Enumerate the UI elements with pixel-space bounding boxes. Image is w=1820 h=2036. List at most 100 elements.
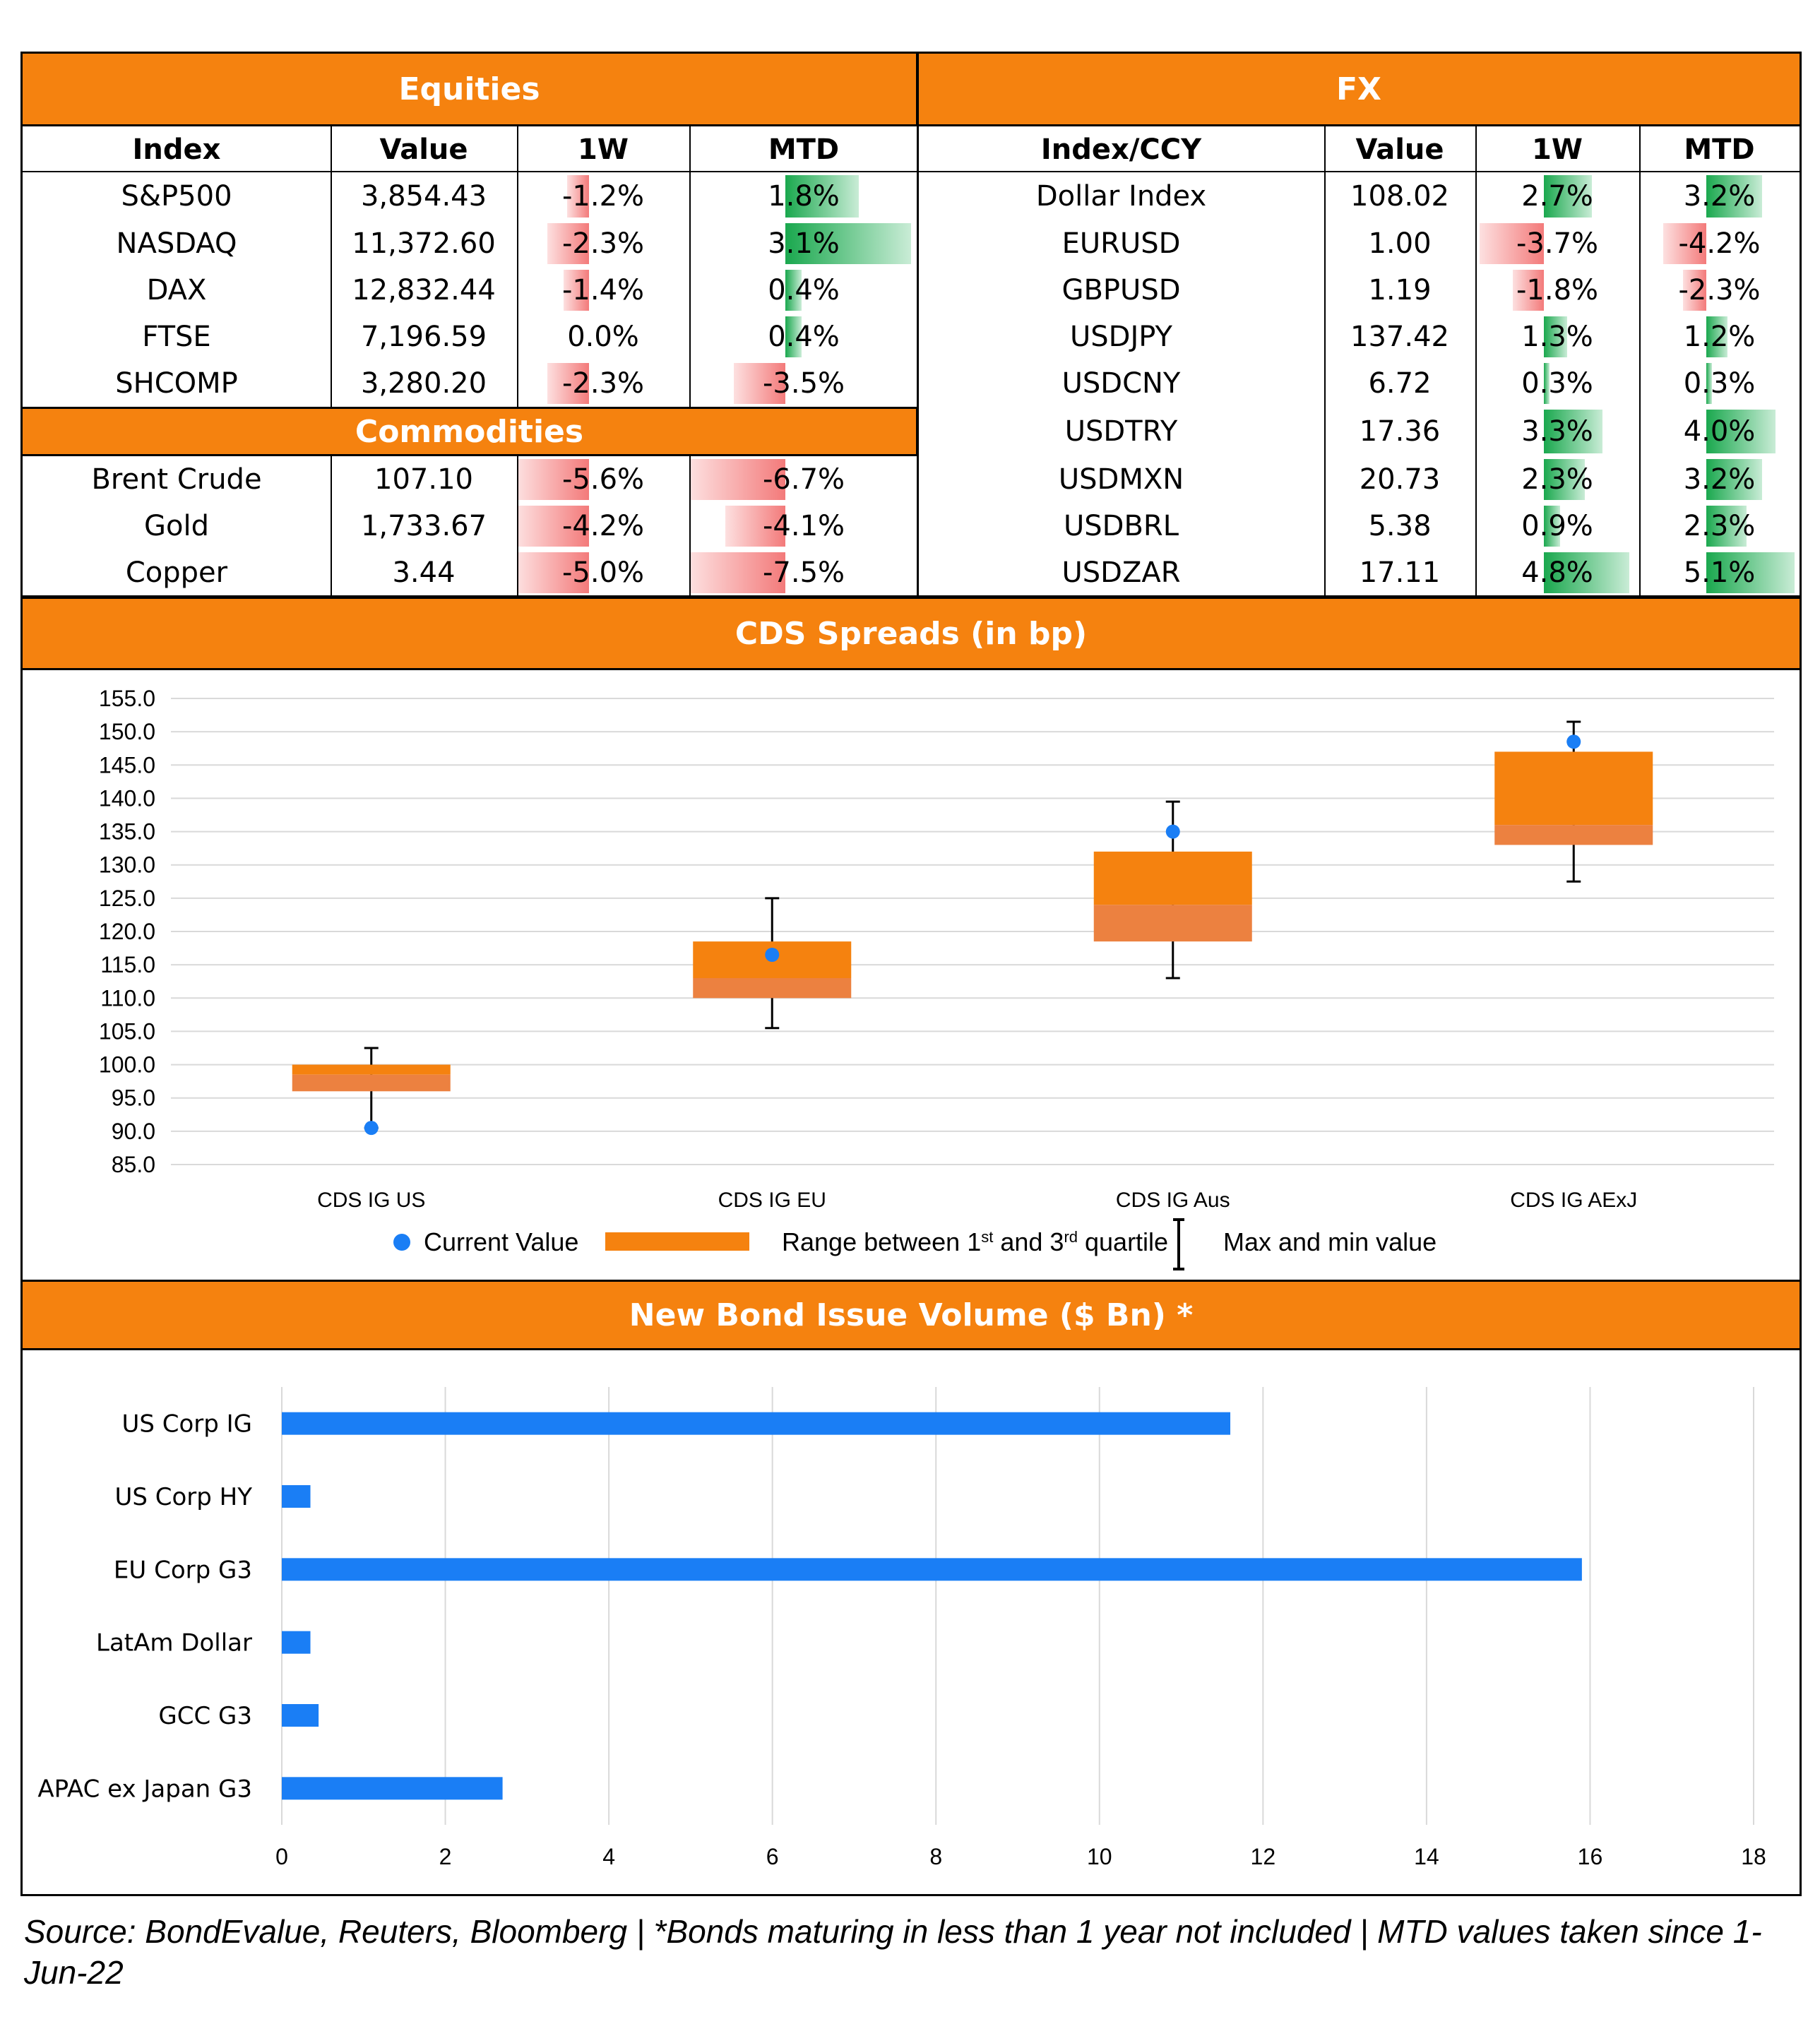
equities-col-rule-1 <box>517 126 518 595</box>
equities-row-2-w1: -1.4% <box>561 274 645 306</box>
bond-xtick-4: 8 <box>929 1844 942 1869</box>
commodities-row-0-value: 107.10 <box>374 463 473 496</box>
commodities-row-1-value: 1,733.67 <box>360 510 487 542</box>
center-rule <box>917 54 919 595</box>
fx-row-2-mtd: -2.3% <box>1678 274 1761 306</box>
cds-ytick-8: 125.0 <box>99 886 155 911</box>
market-summary-table: Equities FX Index Value 1W MTD Index/CCY Value 1… <box>20 52 1802 597</box>
fx-row-1-w1-bar <box>1480 223 1545 264</box>
bond-xtick-7: 14 <box>1414 1844 1439 1869</box>
fx-row-6-value: 20.73 <box>1359 463 1441 496</box>
equities-col-rule-2 <box>689 126 691 595</box>
cds-ytick-2: 95.0 <box>112 1085 155 1111</box>
cds-chart: 85.0 90.0 95.0 100.0 105.0 110.0 115.0 120.0 125… <box>99 686 1774 1270</box>
commodities-row-2-name: Copper <box>125 556 228 589</box>
bond-xtick-5: 10 <box>1087 1844 1112 1869</box>
legend-range-label: Range between 1st and 3rd quartile <box>782 1227 1168 1256</box>
commodities-row-1-mtd-bar <box>725 506 786 547</box>
bond-xtick-8: 16 <box>1578 1844 1603 1869</box>
fx-row-7-mtd: 2.3% <box>1683 510 1756 542</box>
equities-row-2-name: DAX <box>146 274 207 306</box>
cds-ytick-14: 155.0 <box>99 686 155 711</box>
equities-col-rule-0 <box>331 126 332 595</box>
cds-category-1: CDS IG EU <box>718 1189 826 1212</box>
bond-chart: 0 2 4 6 8 10 12 14 16 18 US Corp IG US Corp HY EU Co… <box>37 1387 1766 1869</box>
equities-row-3-name: FTSE <box>142 321 211 353</box>
legend-current-marker <box>393 1234 410 1251</box>
bond-category-4: GCC G3 <box>158 1702 252 1730</box>
cds-ytick-4: 105.0 <box>99 1018 155 1044</box>
fx-row-8-mtd: 5.1% <box>1683 556 1756 589</box>
cds-box-lower-2 <box>1093 905 1252 942</box>
fx-row-7-value: 5.38 <box>1368 510 1432 542</box>
fx-row-5-w1-bar <box>1544 410 1602 453</box>
equities-row-0-w1-bar <box>567 175 590 218</box>
fx-row-1-mtd: -4.2% <box>1678 227 1761 260</box>
equities-row-2-mtd-bar <box>785 270 802 311</box>
cds-ytick-13: 150.0 <box>99 719 155 744</box>
cds-current-point-0 <box>364 1121 379 1136</box>
cds-box-lower-0 <box>292 1074 451 1092</box>
fx-row-5-mtd-bar <box>1706 410 1776 453</box>
commodities-row-0-w1: -5.6% <box>561 463 645 496</box>
fx-row-1-value: 1.00 <box>1368 227 1432 260</box>
fx-col-rule-1 <box>1475 126 1477 595</box>
cds-ytick-0: 85.0 <box>112 1152 155 1177</box>
fx-row-3-mtd-bar <box>1706 316 1727 357</box>
equities-row-3-value: 7,196.59 <box>360 321 487 353</box>
fx-header-1: Value <box>1355 133 1444 166</box>
cds-ytick-6: 115.0 <box>100 952 155 977</box>
cds-current-point-1 <box>765 948 780 962</box>
equities-row-4-name: SHCOMP <box>115 367 238 400</box>
bond-category-0: US Corp IG <box>121 1410 252 1439</box>
commodities-row-0-name: Brent Crude <box>91 463 262 496</box>
equities-row-4-value: 3,280.20 <box>360 367 487 400</box>
cds-title: CDS Spreads (in bp) <box>20 597 1802 670</box>
fx-row-2-w1: -1.8% <box>1516 274 1599 306</box>
fx-row-0-value: 108.02 <box>1350 180 1449 213</box>
cds-chart-frame: 85.0 90.0 95.0 100.0 105.0 110.0 115.0 120.0 125… <box>20 668 1802 1282</box>
equities-row-3-w1: 0.0% <box>567 321 639 353</box>
commodities-row-2-value: 3.44 <box>392 556 456 589</box>
fx-row-3-value: 137.42 <box>1350 321 1449 353</box>
equities-row-4-mtd: -3.5% <box>762 367 845 400</box>
bond-bar-4 <box>282 1704 319 1727</box>
bond-category-5: APAC ex Japan G3 <box>37 1775 252 1803</box>
commodities-title: Commodities <box>23 407 918 456</box>
fx-row-2-value: 1.19 <box>1368 274 1432 306</box>
fx-row-5-mtd: 4.0% <box>1683 415 1756 448</box>
fx-row-7-mtd-bar <box>1706 506 1747 547</box>
fx-row-0-w1: 2.7% <box>1521 180 1593 213</box>
cds-ytick-7: 120.0 <box>99 919 155 944</box>
cds-ytick-3: 100.0 <box>99 1052 155 1078</box>
equities-row-0-name: S&P500 <box>121 180 232 213</box>
fx-row-0-mtd: 3.2% <box>1683 180 1756 213</box>
bond-category-1: US Corp HY <box>114 1483 252 1511</box>
fx-row-3-name: USDJPY <box>1070 321 1172 353</box>
fx-row-0-mtd-bar <box>1706 175 1762 218</box>
fx-row-4-w1: 0.3% <box>1521 367 1593 400</box>
cds-current-point-3 <box>1566 734 1581 749</box>
equities-row-2-value: 12,832.44 <box>352 274 496 306</box>
fx-col-rule-2 <box>1639 126 1641 595</box>
equities-header-2: 1W <box>578 133 629 166</box>
fx-row-3-w1-bar <box>1544 316 1567 357</box>
fx-row-1-name: EURUSD <box>1061 227 1181 260</box>
bond-bar-0 <box>282 1412 1231 1435</box>
equities-row-2-mtd: 0.4% <box>768 274 840 306</box>
cds-box-upper-2 <box>1093 851 1252 905</box>
cds-category-2: CDS IG Aus <box>1116 1189 1230 1212</box>
commodities-row-0-mtd-bar <box>689 459 786 500</box>
bond-xtick-0: 0 <box>275 1844 288 1869</box>
fx-row-4-name: USDCNY <box>1061 367 1181 400</box>
fx-row-8-value: 17.11 <box>1359 556 1441 589</box>
commodities-row-1-w1: -4.2% <box>561 510 645 542</box>
equities-row-1-w1: -2.3% <box>561 227 645 260</box>
fx-row-8-w1-bar <box>1544 552 1629 593</box>
equities-row-1-value: 11,372.60 <box>352 227 496 260</box>
equities-row-4-w1: -2.3% <box>561 367 645 400</box>
legend-range-marker <box>605 1232 749 1251</box>
bond-bar-5 <box>282 1777 503 1800</box>
cds-box-upper-0 <box>292 1064 451 1075</box>
commodities-row-1-name: Gold <box>144 510 209 542</box>
